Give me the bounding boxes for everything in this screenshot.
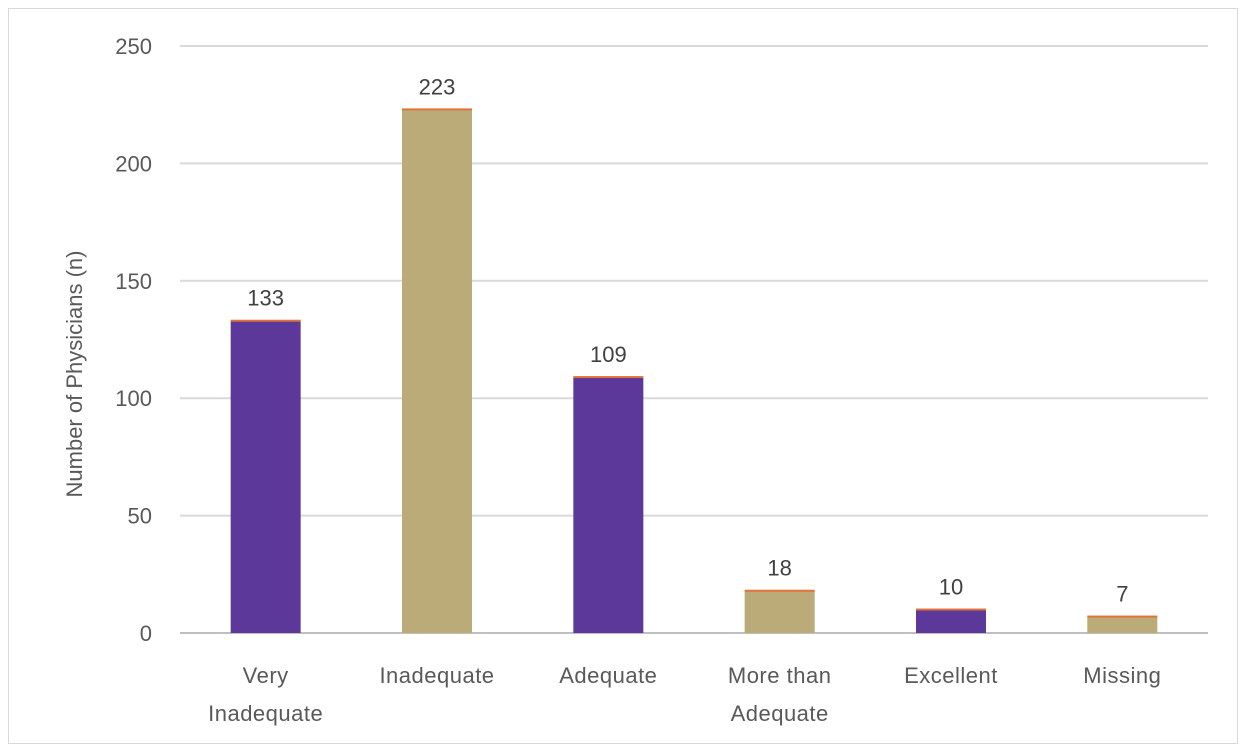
data-label-1: 223 xyxy=(419,74,456,99)
y-axis-ticks: 0 50 100 150 200 250 xyxy=(115,34,152,646)
bar-cap-5 xyxy=(1087,615,1158,618)
category-label-1: Inadequate xyxy=(379,663,494,688)
y-tick-label-150: 150 xyxy=(115,269,152,294)
bar-cap-3 xyxy=(744,589,815,592)
category-label-2: Adequate xyxy=(559,663,657,688)
data-label-0: 133 xyxy=(247,286,284,311)
bar-cap-0 xyxy=(230,319,301,322)
x-axis-categories: Very Inadequate Inadequate Adequate More tha… xyxy=(208,663,1161,726)
bar-3 xyxy=(744,590,815,633)
bars xyxy=(230,108,1158,633)
data-label-2: 109 xyxy=(590,342,627,367)
y-tick-label-0: 0 xyxy=(140,621,152,646)
bar-2 xyxy=(573,377,644,633)
bar-4 xyxy=(916,609,986,633)
y-tick-label-200: 200 xyxy=(115,151,152,176)
bar-cap-4 xyxy=(916,608,986,611)
y-axis-label: Number of Physicians (n) xyxy=(62,251,87,498)
gridlines xyxy=(180,45,1208,634)
bar-5 xyxy=(1087,616,1158,633)
bar-cap-2 xyxy=(573,376,644,379)
data-label-5: 7 xyxy=(1116,582,1128,607)
category-label-0: Very Inadequate xyxy=(208,663,323,726)
category-label-3: More than Adequate xyxy=(728,663,832,726)
data-label-3: 18 xyxy=(767,556,791,581)
bar-cap-1 xyxy=(402,108,472,111)
bar-1 xyxy=(402,109,472,633)
y-tick-label-100: 100 xyxy=(115,386,152,411)
data-label-4: 10 xyxy=(939,575,963,600)
bar-0 xyxy=(230,320,301,633)
y-tick-label-250: 250 xyxy=(115,34,152,59)
category-label-4: Excellent xyxy=(904,663,998,688)
data-labels: 133 223 109 18 10 7 xyxy=(247,74,1128,606)
category-label-5: Missing xyxy=(1083,663,1161,688)
y-tick-label-50: 50 xyxy=(128,504,152,529)
